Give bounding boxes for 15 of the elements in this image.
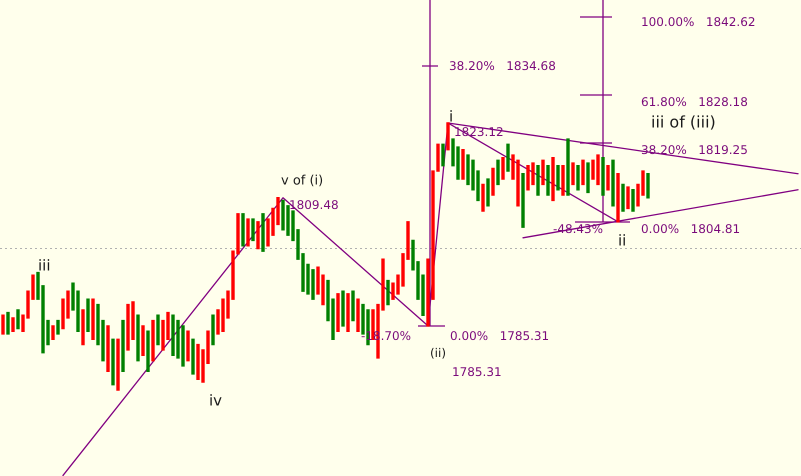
text: 38.20% 1834.68 [449,59,556,74]
text: iv [209,391,222,410]
text: 100.00% 1842.62 [641,15,756,30]
annotation: iii [38,256,51,274]
annotation: 0.00% 1785.31 [450,329,550,344]
annotation: i [449,107,454,126]
annotation: 38.20% 1819.25 [641,143,748,158]
annotation: v of (i) [281,174,324,189]
annotation: ii [618,231,626,250]
annotation: 1809.48 [289,198,339,212]
annotation: 1785.31 [452,365,502,380]
annotation: iii of (iii) [651,112,716,132]
text: 61.80% 1828.18 [641,95,748,110]
annotation: 0.00% 1804.81 [641,222,740,236]
annotation: (ii) [430,346,446,360]
